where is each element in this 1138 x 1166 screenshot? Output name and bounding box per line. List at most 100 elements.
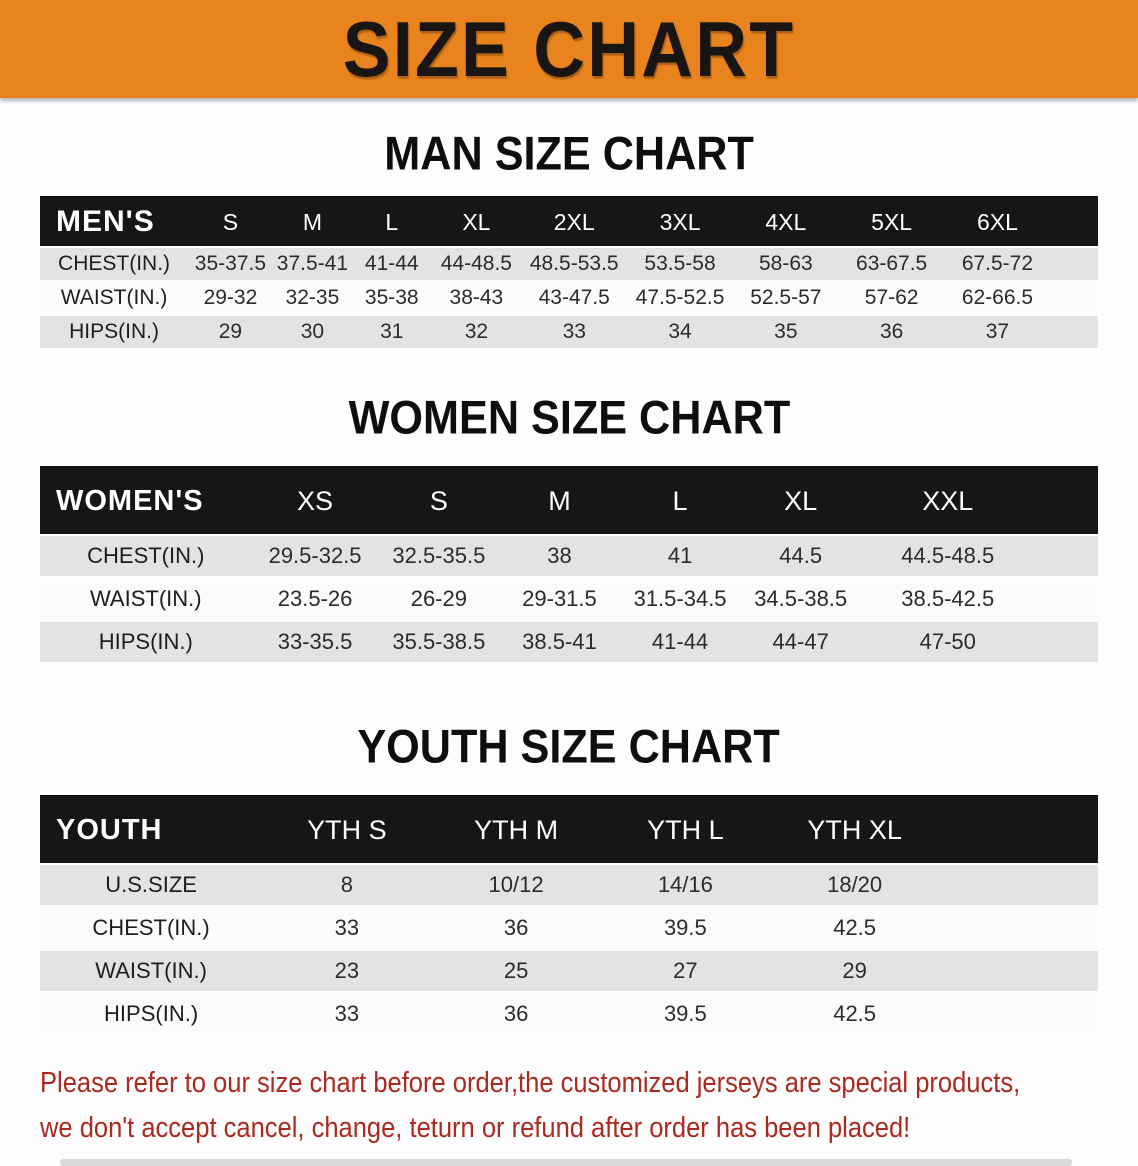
size-value-cell: 33-35.5 [251, 622, 379, 665]
column-header: XXL [860, 466, 1035, 534]
header-filler [1034, 466, 1098, 534]
size-value-cell: 29 [188, 316, 273, 350]
size-value-cell: 44-48.5 [431, 246, 522, 282]
size-value-cell: 39.5 [600, 908, 770, 951]
size-value-cell: 43-47.5 [521, 282, 628, 316]
header-filler [1050, 196, 1098, 246]
size-value-cell: 36 [431, 908, 601, 951]
size-value-cell: 18/20 [769, 863, 940, 908]
size-value-cell: 34 [627, 316, 733, 350]
table-row: HIPS(IN.) 33-35.5 35.5-38.5 38.5-41 41-44 44-… [40, 622, 1098, 665]
size-value-cell: 58-63 [732, 246, 839, 282]
size-value-cell: 38 [499, 534, 620, 579]
row-label: CHEST(IN.) [40, 908, 263, 951]
size-value-cell: 52.5-57 [732, 282, 839, 316]
size-value-cell: 57-62 [838, 282, 945, 316]
column-header: XS [251, 466, 379, 534]
size-value-cell: 23 [262, 951, 432, 994]
size-value-cell: 23.5-26 [251, 579, 379, 622]
size-value-cell: 41 [619, 534, 741, 579]
size-value-cell: 63-67.5 [838, 246, 945, 282]
youth-section-heading: YOUTH SIZE CHART [0, 721, 1138, 773]
table-header-row: MEN'S S M L XL 2XL 3XL 4XL 5XL 6XL [40, 196, 1098, 246]
table-row: WAIST(IN.) 29-32 32-35 35-38 38-43 43-47.5 47.… [40, 282, 1098, 316]
size-value-cell: 30 [272, 316, 353, 350]
size-value-cell: 29 [769, 951, 940, 994]
table-header-row: YOUTH YTH S YTH M YTH L YTH XL [40, 795, 1098, 863]
size-value-cell: 35 [732, 316, 839, 350]
footer-disclaimer: Please refer to our size chart before or… [40, 1061, 1138, 1151]
row-filler [1034, 622, 1098, 665]
table-row: CHEST(IN.) 29.5-32.5 32.5-35.5 38 41 44.5 44.5… [40, 534, 1098, 579]
size-value-cell: 41-44 [619, 622, 741, 665]
row-filler [939, 994, 1098, 1037]
row-filler [939, 951, 1098, 994]
row-label: HIPS(IN.) [40, 316, 189, 350]
row-label: WAIST(IN.) [40, 579, 252, 622]
column-header: XL [431, 196, 522, 246]
size-value-cell: 41-44 [352, 246, 432, 282]
size-value-cell: 25 [431, 951, 601, 994]
size-value-cell: 37.5-41 [272, 246, 353, 282]
size-value-cell: 53.5-58 [627, 246, 733, 282]
row-label: HIPS(IN.) [40, 622, 252, 665]
size-value-cell: 32 [431, 316, 522, 350]
row-label: CHEST(IN.) [40, 534, 252, 579]
size-value-cell: 47.5-52.5 [627, 282, 733, 316]
man-heading-text: MAN SIZE CHART [384, 128, 754, 180]
column-header: S [378, 466, 500, 534]
size-value-cell: 38.5-41 [499, 622, 620, 665]
size-value-cell: 14/16 [600, 863, 770, 908]
size-value-cell: 44.5-48.5 [860, 534, 1035, 579]
size-value-cell: 29.5-32.5 [251, 534, 379, 579]
column-header: 4XL [732, 196, 839, 246]
size-value-cell: 38-43 [431, 282, 522, 316]
women-heading-text: WOMEN SIZE CHART [348, 392, 790, 444]
column-header: M [499, 466, 620, 534]
size-value-cell: 32-35 [272, 282, 353, 316]
man-section-heading: MAN SIZE CHART [0, 128, 1138, 180]
row-filler [939, 908, 1098, 951]
row-filler [939, 863, 1098, 908]
row-filler [1050, 246, 1098, 282]
column-header: YTH S [262, 795, 432, 863]
row-label: WAIST(IN.) [40, 282, 189, 316]
header-filler [939, 795, 1098, 863]
title-banner: SIZE CHART [0, 0, 1138, 98]
column-header: YTH XL [769, 795, 940, 863]
column-header: M [272, 196, 353, 246]
column-header: S [188, 196, 273, 246]
size-value-cell: 26-29 [378, 579, 500, 622]
size-value-cell: 48.5-53.5 [521, 246, 628, 282]
size-value-cell: 35-38 [352, 282, 432, 316]
column-header: YTH M [431, 795, 601, 863]
size-value-cell: 33 [521, 316, 628, 350]
size-value-cell: 35.5-38.5 [378, 622, 500, 665]
size-value-cell: 36 [431, 994, 601, 1037]
size-value-cell: 33 [262, 908, 432, 951]
table-row: WAIST(IN.) 23 25 27 29 [40, 951, 1098, 994]
column-header: 2XL [521, 196, 628, 246]
table-row: HIPS(IN.) 29 30 31 32 33 34 35 36 37 [40, 316, 1098, 350]
size-value-cell: 35-37.5 [188, 246, 273, 282]
table-row: HIPS(IN.) 33 36 39.5 42.5 [40, 994, 1098, 1037]
column-header: 5XL [838, 196, 945, 246]
youth-size-table: YOUTH YTH S YTH M YTH L YTH XL U.S.SIZE 8 10/12… [40, 795, 1098, 1037]
size-value-cell: 47-50 [860, 622, 1035, 665]
women-section-heading: WOMEN SIZE CHART [0, 392, 1138, 444]
table-row: U.S.SIZE 8 10/12 14/16 18/20 [40, 863, 1098, 908]
table-header-row: WOMEN'S XS S M L XL XXL [40, 466, 1098, 534]
size-value-cell: 37 [944, 316, 1051, 350]
column-header: 3XL [627, 196, 733, 246]
size-value-cell: 42.5 [769, 994, 940, 1037]
size-value-cell: 67.5-72 [944, 246, 1051, 282]
table-label-header: MEN'S [40, 196, 189, 246]
column-header: L [619, 466, 741, 534]
size-value-cell: 29-31.5 [499, 579, 620, 622]
table-row: CHEST(IN.) 35-37.5 37.5-41 41-44 44-48.5 48.5… [40, 246, 1098, 282]
size-value-cell: 27 [600, 951, 770, 994]
men-size-table: MEN'S S M L XL 2XL 3XL 4XL 5XL 6XL CHEST(IN.) 35-37… [40, 196, 1098, 350]
disclaimer-line-2: we don't accept cancel, change, teturn o… [40, 1112, 911, 1144]
column-header: 6XL [944, 196, 1051, 246]
